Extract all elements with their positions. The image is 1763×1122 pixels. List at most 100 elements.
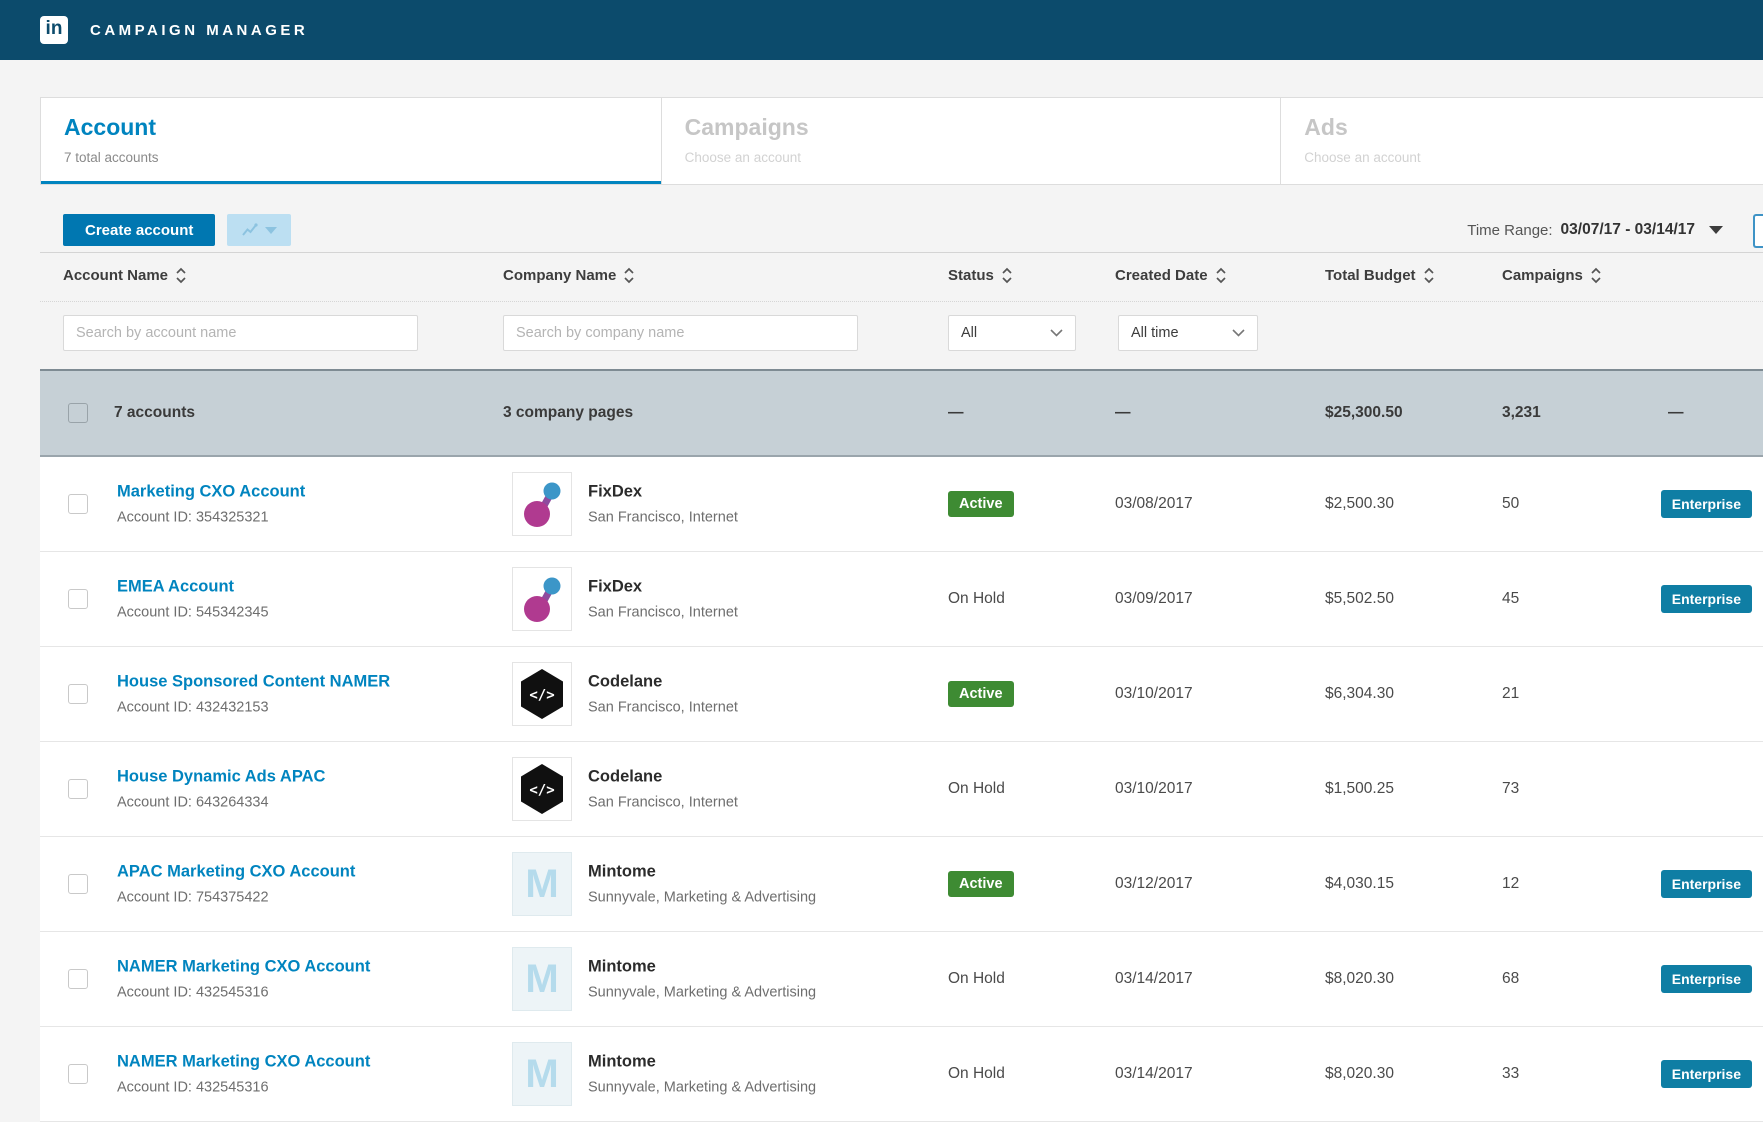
header-status[interactable]: Status <box>948 267 1013 284</box>
svg-text:</>: </> <box>529 783 554 799</box>
created-date-cell: 03/09/2017 <box>1115 590 1193 607</box>
time-range-selector[interactable]: Time Range: 03/07/17 - 03/14/17 <box>1467 214 1723 246</box>
company-name-text: FixDex <box>588 577 643 596</box>
company-cell: Codelane San Francisco, Internet <box>588 768 738 811</box>
company-cell: Codelane San Francisco, Internet <box>588 673 738 716</box>
company-name-text: Mintome <box>588 1052 656 1071</box>
header-company-name[interactable]: Company Name <box>503 267 635 284</box>
company-name-text: Codelane <box>588 672 663 691</box>
company-logo: </> M <box>512 852 572 916</box>
fixdex-logo-icon <box>524 577 561 622</box>
tab-ads[interactable]: Ads Choose an account <box>1280 98 1763 184</box>
table-row: NAMER Marketing CXO Account Account ID: … <box>40 932 1763 1027</box>
header-account-name[interactable]: Account Name <box>63 267 187 284</box>
company-location-text: Sunnyvale, Marketing & Advertising <box>588 984 817 1001</box>
status-filter-select[interactable]: All <box>948 315 1076 351</box>
header-campaigns[interactable]: Campaigns <box>1502 267 1602 284</box>
account-name-link[interactable]: House Sponsored Content NAMER <box>117 672 391 691</box>
summary-row: 7 accounts 3 company pages — — $25,300.5… <box>40 369 1763 457</box>
chart-export-button[interactable] <box>227 214 291 246</box>
created-date-cell: 03/14/2017 <box>1115 970 1193 987</box>
created-date-filter-select[interactable]: All time <box>1118 315 1258 351</box>
company-logo: </> M <box>512 567 572 631</box>
mintome-logo-icon: M <box>525 957 559 1001</box>
company-logo: </> M <box>512 1042 572 1106</box>
account-id-text: Account ID: 432432153 <box>117 699 269 716</box>
row-checkbox[interactable] <box>68 874 88 894</box>
account-name-link[interactable]: EMEA Account <box>117 577 235 596</box>
codelane-logo-icon: </> <box>521 669 563 719</box>
total-budget-cell: $1,500.25 <box>1325 780 1394 797</box>
breadcrumb-tabs: Account 7 total accounts Campaigns Choos… <box>40 97 1763 185</box>
account-cell: NAMER Marketing CXO Account Account ID: … <box>117 1053 370 1096</box>
total-budget-cell: $6,304.30 <box>1325 685 1394 702</box>
table-header-row: Account Name Company Name Status Created… <box>40 253 1763 301</box>
codelane-logo-icon: </> <box>521 764 563 814</box>
sort-icon <box>176 267 186 284</box>
time-range-label: Time Range: <box>1467 221 1553 239</box>
account-name-link[interactable]: Marketing CXO Account <box>117 482 306 501</box>
status-badge: On Hold <box>948 780 1005 797</box>
status-cell: Active <box>948 491 1014 517</box>
tier-cell: Enterprise <box>1660 965 1752 993</box>
linkedin-logo-icon[interactable]: in <box>40 16 68 44</box>
created-date-cell: 03/08/2017 <box>1115 495 1193 512</box>
header-total-budget-label: Total Budget <box>1325 267 1416 284</box>
cutoff-edge-button[interactable] <box>1753 214 1763 248</box>
fixdex-logo-icon <box>524 482 561 527</box>
created-date-cell: 03/12/2017 <box>1115 875 1193 892</box>
select-all-checkbox[interactable] <box>68 403 88 423</box>
row-checkbox[interactable] <box>68 589 88 609</box>
campaigns-cell: 33 <box>1502 1065 1520 1082</box>
header-total-budget[interactable]: Total Budget <box>1325 267 1435 284</box>
row-checkbox[interactable] <box>68 779 88 799</box>
row-checkbox[interactable] <box>68 969 88 989</box>
chevron-down-icon <box>1050 329 1063 337</box>
account-id-text: Account ID: 643264334 <box>117 794 269 811</box>
status-badge: On Hold <box>948 970 1005 987</box>
total-budget-cell: $5,502.50 <box>1325 590 1394 607</box>
account-name-link[interactable]: NAMER Marketing CXO Account <box>117 1052 371 1071</box>
row-checkbox[interactable] <box>68 494 88 514</box>
enterprise-badge: Enterprise <box>1660 1060 1752 1088</box>
app-title: CAMPAIGN MANAGER <box>90 21 309 39</box>
header-campaigns-label: Campaigns <box>1502 267 1583 284</box>
account-cell: NAMER Marketing CXO Account Account ID: … <box>117 958 370 1001</box>
summary-tier: — <box>1668 404 1684 421</box>
status-badge: On Hold <box>948 590 1005 607</box>
account-name-link[interactable]: APAC Marketing CXO Account <box>117 862 356 881</box>
total-budget-cell: $2,500.30 <box>1325 495 1394 512</box>
company-name-search-input[interactable] <box>503 315 858 351</box>
account-id-text: Account ID: 432545316 <box>117 984 269 1001</box>
summary-accounts: 7 accounts <box>114 404 195 421</box>
company-location-text: Sunnyvale, Marketing & Advertising <box>588 889 817 906</box>
tab-ads-title: Ads <box>1304 114 1348 140</box>
sort-icon <box>1215 267 1226 284</box>
top-navbar: in CAMPAIGN MANAGER <box>0 0 1763 60</box>
account-id-text: Account ID: 432545316 <box>117 1079 269 1096</box>
row-checkbox[interactable] <box>68 684 88 704</box>
header-created-date[interactable]: Created Date <box>1115 267 1227 284</box>
company-name-text: Mintome <box>588 957 656 976</box>
account-name-search-input[interactable] <box>63 315 418 351</box>
chevron-down-icon <box>1232 329 1245 337</box>
company-logo: </> M <box>512 472 572 536</box>
tab-campaigns[interactable]: Campaigns Choose an account <box>660 98 1281 184</box>
tab-account[interactable]: Account 7 total accounts <box>41 98 661 184</box>
account-name-link[interactable]: NAMER Marketing CXO Account <box>117 957 371 976</box>
tier-cell: Enterprise <box>1660 1060 1752 1088</box>
company-logo: </> M <box>512 662 572 726</box>
company-cell: Mintome Sunnyvale, Marketing & Advertisi… <box>588 958 816 1001</box>
create-account-button[interactable]: Create account <box>63 214 216 246</box>
company-name-text: Mintome <box>588 862 656 881</box>
tab-campaigns-title: Campaigns <box>684 114 809 140</box>
status-cell: On Hold <box>948 970 1005 988</box>
summary-total-budget: $25,300.50 <box>1325 404 1403 421</box>
svg-text:</>: </> <box>529 688 554 704</box>
company-location-text: Sunnyvale, Marketing & Advertising <box>588 1079 817 1096</box>
account-name-link[interactable]: House Dynamic Ads APAC <box>117 767 326 786</box>
row-checkbox[interactable] <box>68 1064 88 1084</box>
status-cell: On Hold <box>948 780 1005 798</box>
table-row: Marketing CXO Account Account ID: 354325… <box>40 457 1763 552</box>
header-created-date-label: Created Date <box>1115 267 1208 284</box>
